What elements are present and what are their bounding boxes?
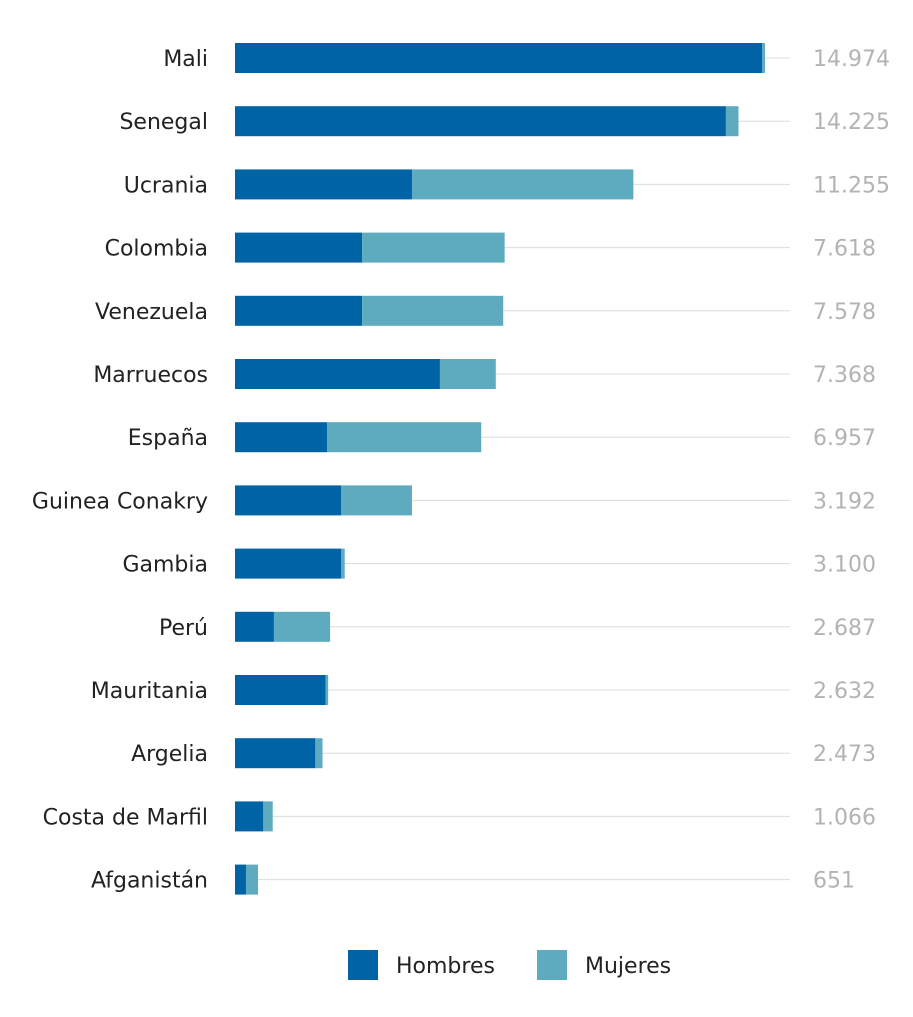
- bar-mujeres: [341, 485, 412, 516]
- bar-mujeres: [341, 548, 345, 579]
- category-label: Guinea Conakry: [32, 489, 208, 514]
- bar-hombres: [235, 295, 363, 326]
- bar-hombres: [235, 43, 763, 73]
- total-label: 11.255: [813, 173, 890, 198]
- bar-mujeres: [725, 106, 739, 137]
- bar-mujeres: [327, 422, 482, 453]
- bar-hombres: [235, 801, 264, 832]
- bar-hombres: [235, 738, 316, 769]
- total-label: 2.473: [813, 742, 876, 767]
- bar-hombres: [235, 548, 342, 579]
- bar-mujeres: [325, 675, 329, 705]
- bar-hombres: [235, 106, 726, 137]
- bar-hombres: [235, 675, 326, 705]
- bar-mujeres: [762, 43, 765, 73]
- category-label: Afganistán: [91, 869, 208, 894]
- bar-hombres: [235, 232, 363, 263]
- total-label: 7.368: [813, 363, 876, 388]
- bar-hombres: [235, 864, 246, 895]
- total-label: 651: [813, 869, 855, 894]
- total-label: 3.100: [813, 553, 876, 578]
- bar-mujeres: [263, 801, 273, 832]
- bar-mujeres: [315, 738, 323, 769]
- total-label: 2.687: [813, 616, 876, 641]
- bar-mujeres: [439, 359, 496, 389]
- total-label: 1.066: [813, 805, 876, 830]
- total-label: 2.632: [813, 679, 876, 704]
- category-label: Perú: [159, 616, 208, 641]
- category-label: Senegal: [119, 110, 208, 135]
- bar-mujeres: [362, 295, 504, 326]
- category-label: Marruecos: [93, 363, 208, 388]
- total-label: 7.578: [813, 300, 876, 325]
- bar-mujeres: [245, 864, 259, 895]
- total-label: 6.957: [813, 426, 876, 451]
- bar-hombres: [235, 485, 342, 516]
- category-label: Venezuela: [95, 300, 208, 325]
- category-label: Ucrania: [124, 173, 208, 198]
- bar-hombres: [235, 359, 440, 389]
- total-label: 14.974: [813, 47, 890, 72]
- bar-hombres: [235, 611, 274, 642]
- total-label: 14.225: [813, 110, 890, 135]
- category-label: Gambia: [122, 553, 208, 578]
- category-label: Argelia: [131, 742, 208, 767]
- category-label: Mauritania: [91, 679, 208, 704]
- legend-label: Hombres: [396, 954, 495, 979]
- total-label: 3.192: [813, 489, 876, 514]
- total-label: 7.618: [813, 237, 876, 262]
- bar-mujeres: [273, 611, 331, 642]
- category-label: Costa de Marfil: [43, 805, 208, 830]
- category-label: España: [128, 426, 208, 451]
- bar-hombres: [235, 169, 412, 200]
- legend-swatch: [537, 950, 567, 980]
- legend-label: Mujeres: [585, 954, 671, 979]
- bar-hombres: [235, 422, 328, 453]
- bar-mujeres: [411, 169, 634, 200]
- category-label: Colombia: [105, 237, 208, 262]
- category-label: Mali: [163, 47, 208, 72]
- bar-mujeres: [362, 232, 505, 263]
- legend-swatch: [348, 950, 378, 980]
